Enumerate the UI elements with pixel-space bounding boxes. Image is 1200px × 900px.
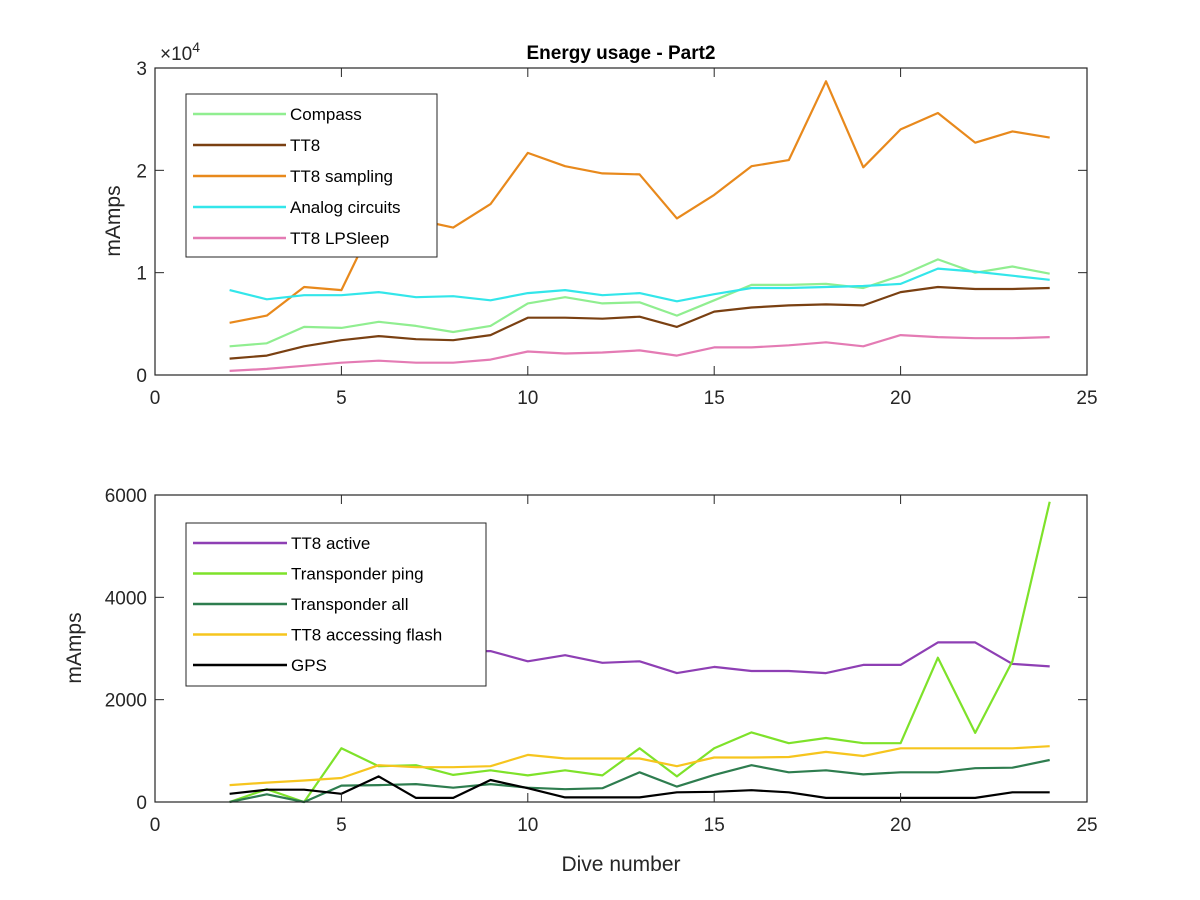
x-tick-label: 25 [1076, 388, 1097, 409]
y-tick-label: 2000 [105, 691, 147, 712]
series-line-tt8 [229, 285, 1050, 360]
top-y-axis-label: mAmps [102, 185, 125, 256]
legend-label-transponder-ping: Transponder ping [291, 565, 424, 584]
x-tick-label: 20 [890, 388, 911, 409]
top-axes-box [154, 67, 1088, 376]
y-tick-label: 4000 [105, 588, 147, 609]
x-tick-label: 15 [704, 815, 725, 836]
x-tick-label: 10 [517, 388, 538, 409]
y-tick-label: 1 [136, 264, 147, 285]
x-tick-label: 5 [336, 388, 347, 409]
legend-label-analog-circuits: Analog circuits [290, 198, 401, 217]
series-line-transponder-all [229, 758, 1050, 804]
y-tick-label: 6000 [105, 486, 147, 507]
x-tick-label: 15 [704, 388, 725, 409]
x-tick-label: 0 [150, 388, 161, 409]
bottom-axes-box [154, 494, 1088, 803]
legend-label-tt8-accessing-flash: TT8 accessing flash [291, 626, 442, 645]
legend-label-tt8-active: TT8 active [291, 534, 370, 553]
y-tick-label: 0 [136, 366, 147, 387]
series-line-transponder-ping [229, 501, 1051, 804]
top-legend: Compass TT8 TT8 sampling Analog circuits TT8… [185, 93, 438, 258]
y-exponent-label: ×104 [160, 39, 200, 65]
legend-label-tt8: TT8 [290, 136, 320, 155]
x-tick-label: 0 [150, 815, 161, 836]
chart-title: Energy usage - Part2 [526, 43, 715, 64]
legend-label-gps: GPS [291, 656, 327, 675]
legend-label-transponder-all: Transponder all [291, 595, 409, 614]
series-line-compass [229, 258, 1050, 348]
series-line-analog-circuits [229, 267, 1050, 303]
legend-label-tt8-sampling: TT8 sampling [290, 167, 393, 186]
bottom-y-axis-label: mAmps [63, 612, 86, 683]
series-line-tt8-lpsleep [229, 334, 1050, 372]
series-line-gps [229, 775, 1050, 800]
legend-label-tt8-lpsleep: TT8 LPSleep [290, 229, 389, 248]
top-panel: 0 5 10 15 20 25 0 1 2 3 Energy usage - Part2 mAmp… [102, 39, 1098, 409]
x-tick-label: 10 [517, 815, 538, 836]
bottom-panel: 0 5 10 15 20 25 0 2000 4000 6000 mAmps Dive numbe… [63, 486, 1098, 876]
x-tick-label: 20 [890, 815, 911, 836]
bottom-legend: TT8 active Transponder ping Transponder al… [185, 522, 487, 687]
y-tick-label: 0 [136, 793, 147, 814]
y-tick-label: 2 [136, 161, 147, 182]
x-axis-label: Dive number [561, 853, 680, 876]
legend-label-compass: Compass [290, 105, 362, 124]
series-line-tt8-accessing-flash [229, 745, 1050, 787]
x-tick-label: 5 [336, 815, 347, 836]
x-tick-label: 25 [1076, 815, 1097, 836]
y-tick-label: 3 [136, 59, 147, 80]
top-axis-ticks: 0 5 10 15 20 25 0 1 2 3 [136, 59, 1097, 409]
bottom-axis-ticks: 0 5 10 15 20 25 0 2000 4000 6000 [105, 486, 1098, 836]
